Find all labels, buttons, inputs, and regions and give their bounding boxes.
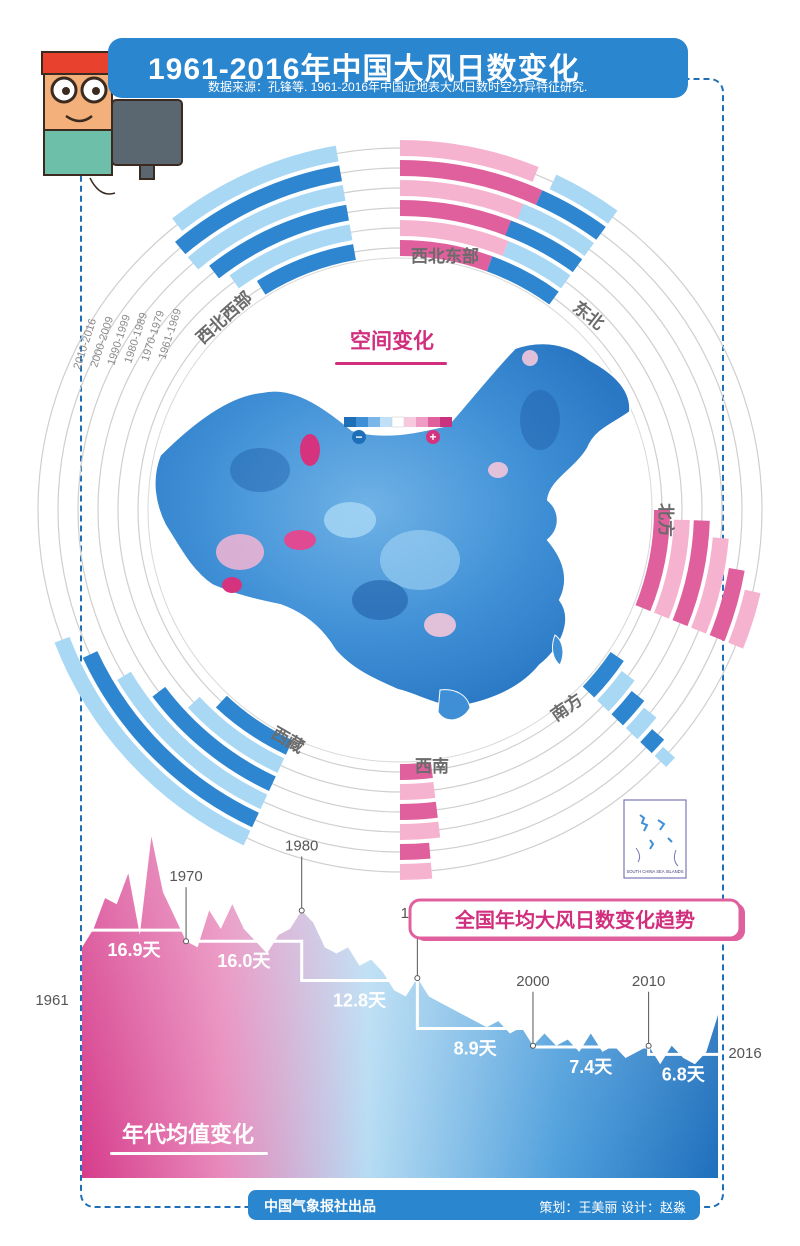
region-decade-bar — [172, 145, 339, 232]
decade-mean-label: 16.9天 — [108, 940, 162, 960]
mascot-illustration — [41, 51, 183, 195]
spatial-title-underline — [335, 362, 447, 365]
decade-means-title-underline — [110, 1152, 268, 1155]
region-decade-bar — [399, 842, 431, 860]
year-label: 1961 — [35, 992, 68, 1009]
region-decade-bar — [54, 636, 251, 846]
region-decade-bar — [635, 509, 670, 612]
region-label: 北方 — [656, 503, 676, 537]
year-label: 1970 — [169, 868, 202, 885]
page-title: 1961-2016年中国大风日数变化 — [148, 53, 580, 86]
region-decade-bar — [399, 862, 433, 880]
region-decade-bar — [399, 220, 509, 256]
region-label: 西南 — [415, 756, 449, 776]
region-decade-bar — [399, 160, 543, 205]
year-marker-dot — [414, 975, 421, 982]
decade-mean-label: 6.8天 — [662, 1064, 706, 1084]
region-decade-bar — [611, 690, 645, 726]
year-marker-dot — [183, 938, 190, 945]
region-decade-bar — [399, 821, 441, 840]
year-label: 2010 — [632, 973, 665, 990]
region-decade-bar — [505, 220, 583, 273]
spatial-title: 空间变化 — [350, 329, 434, 353]
footer-bar: 中国气象报社出品 策划：王美丽 设计：赵淼 — [248, 1190, 700, 1220]
region-decade-bar — [256, 244, 356, 295]
year-marker-dot — [298, 907, 305, 914]
year-label: 1980 — [285, 837, 318, 854]
region-decade-bar — [691, 537, 729, 634]
credits: 策划：王美丽 设计：赵淼 — [539, 1200, 686, 1215]
region-decade-bar — [175, 165, 343, 255]
region-decade-bar — [517, 204, 594, 257]
region-decade-bar — [502, 241, 571, 289]
inset-caption: SOUTH CHINA SEA ISLANDS — [626, 869, 683, 874]
region-label: 西北东部 — [411, 246, 479, 266]
region-label: 南方 — [547, 689, 586, 725]
region-decade-bar — [709, 567, 745, 642]
year-label: 2016 — [728, 1045, 761, 1062]
region-decade-bar — [215, 695, 293, 755]
region-decade-bar — [152, 686, 276, 791]
decade-means-title: 年代均值变化 — [122, 1122, 254, 1147]
inner-ring — [147, 257, 653, 763]
region-decade-bar — [535, 190, 606, 240]
region-label: 西藏 — [268, 724, 307, 757]
region-decade-bar — [399, 781, 436, 800]
trend-chart: 1961197019801990200020102016 16.9天16.0天1… — [35, 836, 762, 1178]
region-decade-bar — [187, 185, 346, 270]
trend-area-highlight — [82, 836, 718, 1178]
region-bars — [54, 140, 761, 880]
region-decade-bar — [209, 204, 349, 279]
decade-mean-label: 16.0天 — [217, 951, 271, 971]
region-label: 西北西部 — [192, 287, 256, 347]
data-source: 数据来源：孔锋等. 1961-2016年中国近地表大风日数时空分异特征研究. — [208, 80, 588, 94]
trend-title: 全国年均大风日数变化趋势 — [454, 908, 695, 932]
region-decade-bar — [654, 746, 675, 768]
region-decade-bar — [399, 801, 438, 820]
legend-plus-sign: + — [429, 430, 436, 444]
south-china-sea-inset — [623, 799, 687, 879]
region-decade-bar — [549, 174, 618, 224]
region-decade-bar — [654, 519, 690, 619]
region-decade-bar — [486, 256, 559, 305]
decade-mean-label: 7.4天 — [569, 1057, 613, 1077]
title-bar: 1961-2016年中国大风日数变化 数据来源：孔锋等. 1961-2016年中… — [108, 38, 688, 98]
map-legend — [344, 416, 452, 444]
decade-mean-label: 8.9天 — [454, 1039, 498, 1059]
region-decade-bar — [229, 224, 353, 289]
year-marker-dot — [529, 1042, 536, 1049]
legend-minus-sign: − — [355, 430, 362, 444]
decade-mean-label: 12.8天 — [333, 991, 387, 1011]
region-decade-bar — [82, 651, 259, 828]
region-decade-bar — [640, 729, 665, 754]
region-decade-bar — [728, 589, 761, 649]
publisher: 中国气象报社出品 — [264, 1198, 376, 1214]
region-decade-bar — [399, 762, 433, 780]
region-decade-bar — [625, 707, 657, 740]
region-decade-bar — [187, 696, 285, 773]
region-decade-bar — [672, 520, 710, 627]
region-decade-bar — [117, 671, 268, 810]
year-label: 2000 — [516, 973, 549, 990]
region-decade-bar — [597, 670, 635, 712]
region-decade-bar — [399, 240, 493, 272]
region-decade-bar — [399, 140, 539, 182]
china-map — [153, 342, 632, 721]
region-decade-bar — [582, 651, 624, 698]
year-marker-dot — [645, 1042, 652, 1049]
